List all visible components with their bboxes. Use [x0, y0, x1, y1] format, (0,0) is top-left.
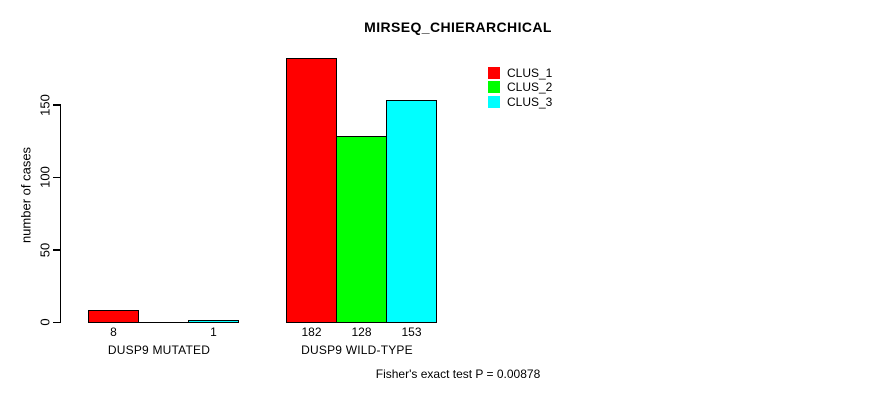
y-tick-label: 0	[37, 318, 53, 327]
bar-clus_3	[188, 319, 239, 324]
legend-swatch	[488, 96, 500, 109]
x-group-label: DUSP9 MUTATED	[107, 343, 211, 357]
y-axis-tick	[53, 176, 60, 179]
bar-clus_2	[336, 135, 387, 324]
bar-clus_1	[88, 309, 139, 324]
legend-label: CLUS_1	[507, 65, 553, 80]
x-group-label: DUSP9 WILD-TYPE	[301, 343, 413, 357]
legend-label: CLUS_3	[507, 95, 553, 110]
bar-value-label: 1	[210, 325, 217, 339]
legend-item: CLUS_2	[488, 80, 552, 94]
y-axis-tick	[53, 249, 60, 251]
stat-annotation: Fisher's exact test P = 0.00878	[375, 367, 541, 381]
bar-value-label: 8	[110, 325, 117, 339]
y-axis-line	[60, 104, 62, 324]
legend-swatch	[488, 81, 500, 94]
group-baseline	[88, 321, 239, 324]
y-tick-label: 100	[37, 166, 53, 189]
bar-value-label: 153	[401, 325, 422, 339]
bar-clus_3	[386, 99, 437, 324]
y-tick-label: 50	[37, 242, 53, 258]
y-axis-title: number of cases	[18, 146, 34, 244]
chart-title: MIRSEQ_CHIERARCHICAL	[364, 19, 552, 35]
y-axis-tick	[53, 104, 60, 106]
y-tick-label: 150	[37, 94, 53, 116]
legend-item: CLUS_1	[488, 66, 552, 80]
legend-label: CLUS_2	[507, 80, 553, 95]
bar-value-label: 182	[301, 325, 322, 339]
y-axis-tick	[53, 321, 60, 324]
legend-swatch	[488, 66, 500, 79]
bar-value-label: 128	[351, 325, 372, 339]
bar-clus_1	[286, 57, 337, 324]
legend-item: CLUS_3	[488, 95, 552, 109]
